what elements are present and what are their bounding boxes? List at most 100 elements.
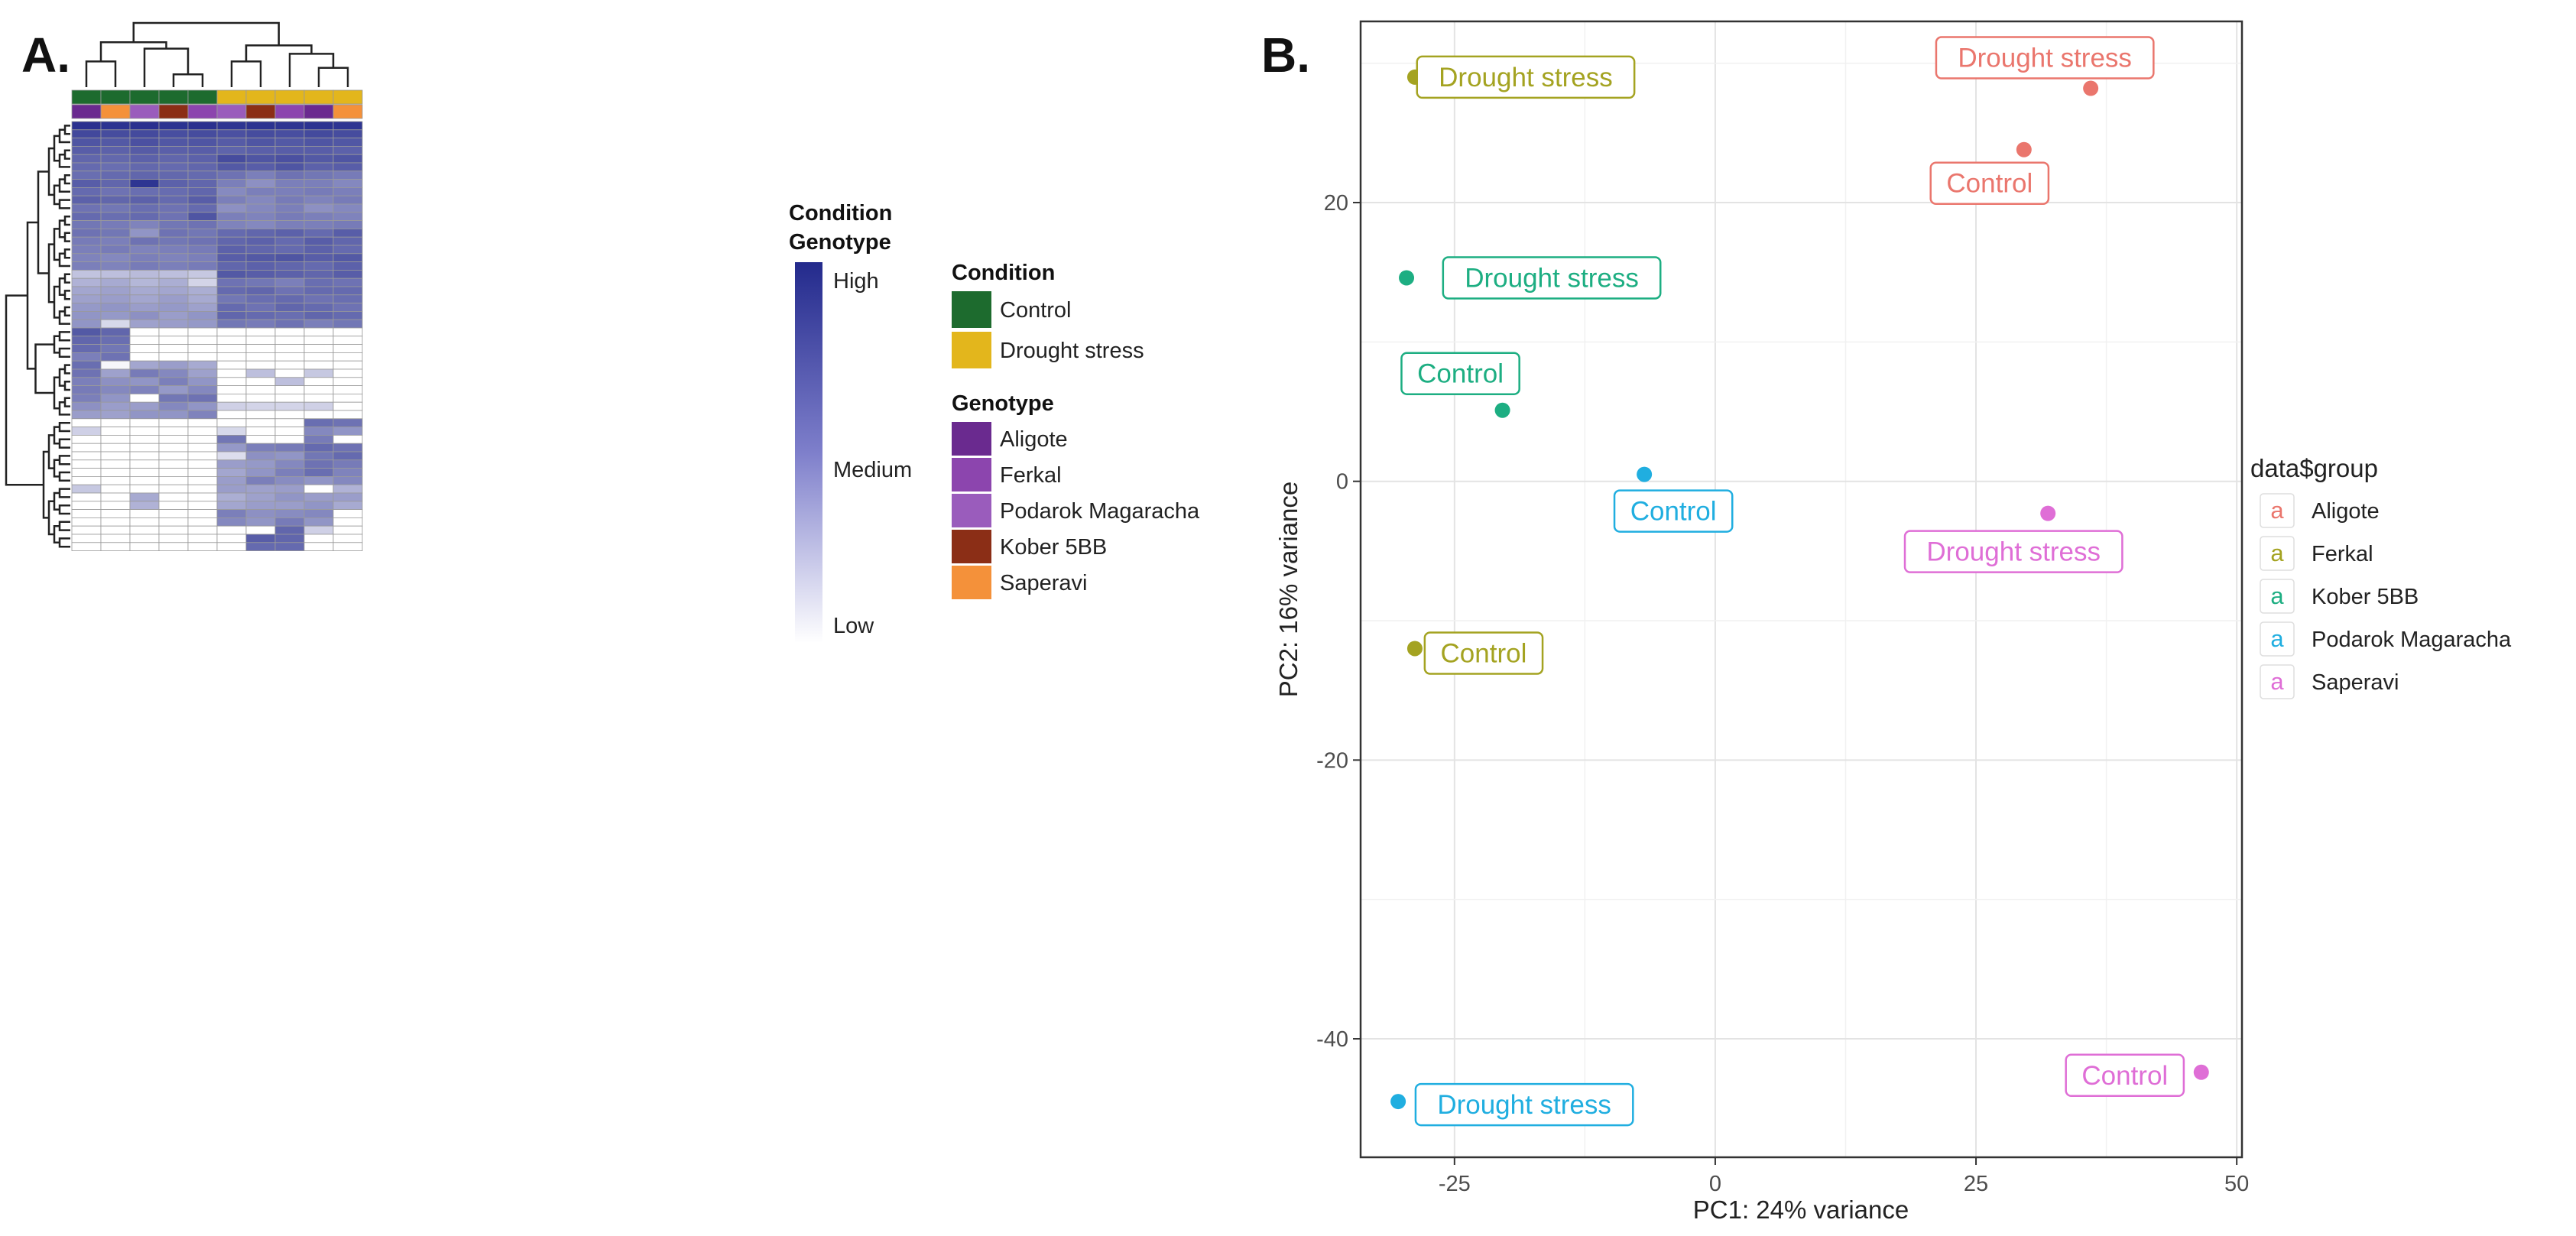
- heatmap-cell: [158, 484, 189, 494]
- genotype-legend-label: Podarok Magaracha: [1000, 499, 1200, 524]
- heatmap-cell: [216, 377, 247, 386]
- heatmap-cell: [333, 360, 363, 370]
- heatmap-cell: [71, 501, 102, 510]
- heatmap-cell: [216, 509, 247, 518]
- heatmap-cell: [245, 203, 276, 213]
- heatmap-cell: [187, 360, 218, 370]
- heatmap-cell: [216, 154, 247, 164]
- heatmap-cell: [187, 468, 218, 477]
- heatmap-cell: [187, 261, 218, 271]
- heatmap-cell: [245, 269, 276, 279]
- heatmap-cell: [216, 352, 247, 362]
- heatmap-cell: [245, 525, 276, 535]
- heatmap-cell: [274, 170, 305, 180]
- heatmap-cell: [187, 517, 218, 527]
- heatmap-cell: [216, 410, 247, 420]
- pca-point: [1390, 1094, 1406, 1110]
- genotype-legend-swatch: [952, 494, 991, 527]
- heatmap-cell: [245, 517, 276, 527]
- genotype-legend-swatch: [952, 530, 991, 563]
- heatmap-cell: [129, 253, 160, 262]
- heatmap-cell: [303, 145, 334, 155]
- heatmap-cell: [158, 410, 189, 420]
- heatmap-cell: [71, 245, 102, 255]
- heatmap-cell: [71, 203, 102, 213]
- legend-label: Podarok Magaracha: [2312, 628, 2512, 652]
- heatmap-cell: [71, 129, 102, 139]
- heatmap-cell: [100, 336, 131, 345]
- heatmap-cell: [158, 534, 189, 543]
- heatmap-cell: [129, 162, 160, 172]
- heatmap-cell: [333, 525, 363, 535]
- heatmap-cell: [303, 327, 334, 337]
- legend-key: [2260, 536, 2295, 571]
- heatmap-cell: [333, 212, 363, 221]
- heatmap-cell: [245, 277, 276, 287]
- heatmap-cell: [100, 451, 131, 461]
- heatmap-cell: [333, 344, 363, 353]
- heatmap-cell: [100, 121, 131, 131]
- heatmap-cell: [245, 294, 276, 303]
- heatmap-cell: [129, 525, 160, 535]
- heatmap-cell: [100, 170, 131, 180]
- condition-cell: [333, 89, 363, 105]
- heatmap-cell: [274, 394, 305, 403]
- pca-plot-border: [1359, 20, 2243, 1159]
- heatmap-cell: [274, 344, 305, 353]
- heatmap-cell: [187, 443, 218, 453]
- y-tick-label: 20: [1324, 191, 1348, 216]
- heatmap-cell: [245, 368, 276, 378]
- heatmap-cell: [245, 427, 276, 436]
- heatmap-cell: [158, 368, 189, 378]
- heatmap-cell: [303, 261, 334, 271]
- heatmap-cell: [71, 360, 102, 370]
- genotype-legend: Aligote Ferkal Podarok Magaracha Kober 5BB S…: [952, 422, 1200, 599]
- color-scale-bar: [795, 262, 822, 643]
- scale-label-medium: Medium: [833, 458, 912, 482]
- heatmap-cell: [158, 245, 189, 255]
- heatmap-cell: [158, 427, 189, 436]
- heatmap-cell: [303, 476, 334, 485]
- heatmap-cell: [158, 170, 189, 180]
- heatmap-cell: [187, 368, 218, 378]
- heatmap-cell: [216, 534, 247, 543]
- heatmap-cell: [129, 261, 160, 271]
- heatmap-cell: [333, 319, 363, 329]
- heatmap-cell: [158, 261, 189, 271]
- heatmap-cell: [100, 236, 131, 246]
- heatmap-cell: [100, 145, 131, 155]
- heatmap-cell: [333, 443, 363, 453]
- heatmap-cell: [216, 525, 247, 535]
- heatmap-cell: [71, 385, 102, 394]
- heatmap-cell: [129, 294, 160, 303]
- heatmap-cell: [158, 179, 189, 188]
- heatmap-cell: [216, 220, 247, 229]
- genotype-legend-swatch: [952, 566, 991, 599]
- pca-label-box: [1613, 489, 1734, 533]
- heatmap-cell: [216, 228, 247, 238]
- heatmap-cell: [274, 377, 305, 386]
- genotype-cell: [274, 104, 305, 119]
- heatmap-cell: [187, 435, 218, 444]
- heatmap-cell: [274, 410, 305, 420]
- column-dendrogram: [85, 21, 349, 87]
- heatmap-cell: [245, 228, 276, 238]
- heatmap-cell: [129, 319, 160, 329]
- heatmap-cell: [303, 277, 334, 287]
- legend-label: Ferkal: [2312, 542, 2373, 566]
- heatmap-cell: [158, 203, 189, 213]
- heatmap-cell: [158, 253, 189, 262]
- heatmap-cell: [303, 228, 334, 238]
- heatmap-cell: [71, 212, 102, 221]
- heatmap-cell: [245, 484, 276, 494]
- heatmap-cell: [333, 468, 363, 477]
- heatmap-cell: [100, 459, 131, 469]
- heatmap-cell: [303, 195, 334, 205]
- heatmap-cell: [303, 459, 334, 469]
- heatmap-cell: [274, 203, 305, 213]
- legend-key: [2260, 493, 2295, 528]
- heatmap-cell: [303, 187, 334, 196]
- heatmap-cell: [187, 484, 218, 494]
- heatmap-cell: [129, 435, 160, 444]
- heatmap-cell: [245, 401, 276, 411]
